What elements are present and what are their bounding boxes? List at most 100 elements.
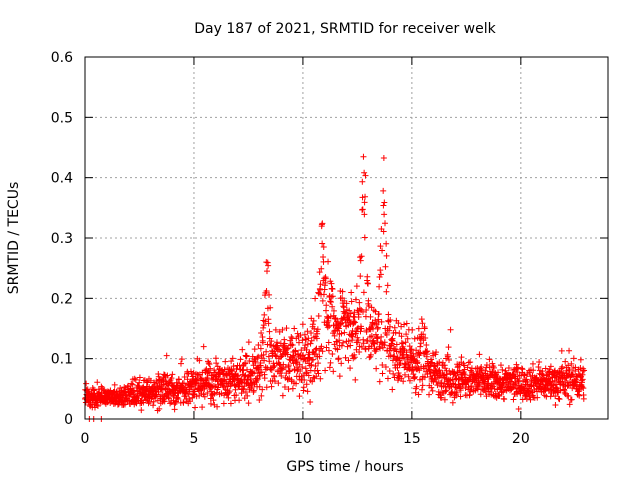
data-point — [316, 269, 323, 276]
data-point — [580, 385, 587, 392]
data-point — [490, 364, 497, 371]
data-point — [283, 325, 290, 332]
data-point — [189, 373, 196, 380]
data-point — [171, 406, 178, 413]
data-point — [401, 321, 408, 328]
x-tick-label: 10 — [294, 431, 312, 447]
data-point — [403, 331, 410, 338]
data-point — [299, 337, 306, 344]
data-point — [297, 367, 304, 374]
data-point — [397, 360, 404, 367]
data-point — [313, 351, 320, 358]
data-point — [327, 359, 334, 366]
data-point — [324, 315, 331, 322]
data-point — [363, 328, 370, 335]
data-point — [299, 321, 306, 328]
data-point — [308, 330, 315, 337]
data-point — [271, 378, 278, 385]
data-point — [163, 352, 170, 359]
data-point — [400, 378, 407, 385]
data-point — [94, 402, 101, 409]
data-point — [579, 376, 586, 383]
data-point — [279, 326, 286, 333]
data-point — [340, 339, 347, 346]
data-point — [516, 377, 523, 384]
data-point — [156, 405, 163, 412]
data-point — [452, 372, 459, 379]
data-point — [260, 351, 267, 358]
data-point — [326, 323, 333, 330]
data-point — [309, 378, 316, 385]
data-point — [390, 370, 397, 377]
data-point — [341, 329, 348, 336]
data-point — [382, 220, 389, 227]
data-point — [94, 379, 101, 386]
data-point — [279, 366, 286, 373]
data-point — [576, 392, 583, 399]
data-point — [512, 379, 519, 386]
data-point — [263, 384, 270, 391]
data-point — [345, 357, 352, 364]
data-point — [259, 386, 266, 393]
data-point — [169, 371, 176, 378]
data-point — [305, 372, 312, 379]
data-point — [581, 367, 588, 374]
data-point — [352, 296, 359, 303]
data-point — [204, 375, 211, 382]
data-point — [339, 288, 346, 295]
data-point — [356, 349, 363, 356]
data-point — [150, 402, 157, 409]
data-point — [376, 378, 383, 385]
data-point — [111, 381, 118, 388]
data-point — [259, 339, 266, 346]
data-point — [374, 324, 381, 331]
data-point — [433, 370, 440, 377]
data-point — [570, 355, 577, 362]
data-point — [556, 368, 563, 375]
data-point — [556, 396, 563, 403]
data-point — [150, 398, 157, 405]
data-point — [383, 331, 390, 338]
data-point — [413, 383, 420, 390]
data-point — [414, 359, 421, 366]
data-point — [304, 328, 311, 335]
data-point — [268, 367, 275, 374]
data-point — [355, 324, 362, 331]
data-point — [407, 347, 414, 354]
data-point — [175, 396, 182, 403]
y-tick-label: 0.4 — [51, 171, 73, 187]
data-point — [347, 365, 354, 372]
data-point — [261, 375, 268, 382]
data-point — [206, 361, 213, 368]
data-point — [225, 394, 232, 401]
data-point — [145, 400, 152, 407]
data-point — [210, 397, 217, 404]
data-point — [315, 360, 322, 367]
data-point — [344, 343, 351, 350]
y-tick-label: 0.5 — [51, 110, 73, 126]
data-point — [281, 384, 288, 391]
data-point — [316, 353, 323, 360]
data-point — [565, 362, 572, 369]
data-point — [272, 326, 279, 333]
data-point — [542, 365, 549, 372]
data-point — [329, 350, 336, 357]
data-point — [237, 356, 244, 363]
data-point — [381, 211, 388, 218]
data-point — [256, 396, 263, 403]
data-point — [347, 342, 354, 349]
data-point — [378, 318, 385, 325]
data-point — [354, 325, 361, 332]
data-point — [523, 376, 530, 383]
data-point — [381, 339, 388, 346]
data-point — [460, 370, 467, 377]
data-point — [206, 369, 213, 376]
data-point — [387, 323, 393, 330]
x-tick-label: 15 — [403, 431, 421, 447]
data-point — [131, 375, 138, 382]
data-point — [301, 331, 308, 338]
data-point — [364, 280, 371, 287]
data-point — [380, 202, 387, 209]
data-point — [303, 369, 310, 376]
data-point — [323, 307, 330, 314]
